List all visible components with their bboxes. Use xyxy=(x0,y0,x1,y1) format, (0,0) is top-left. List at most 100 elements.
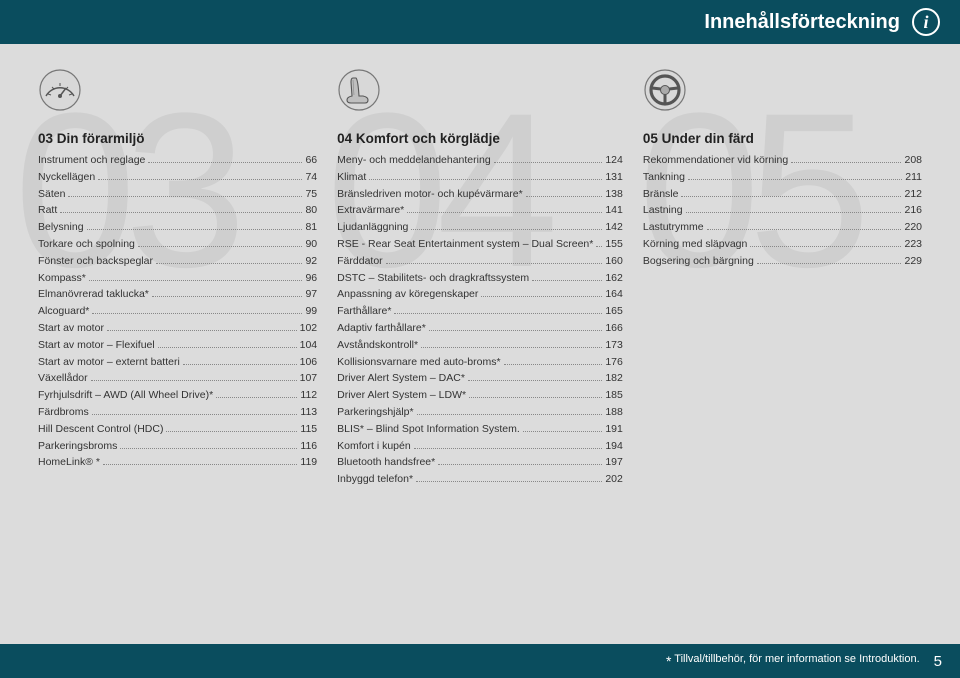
column-05: 05 Under din färd Rekommendationer vid k… xyxy=(633,68,932,634)
toc-dots xyxy=(416,481,602,482)
toc-label: Lastutrymme xyxy=(643,219,704,236)
toc-page: 173 xyxy=(605,337,623,354)
toc-label: Belysning xyxy=(38,219,84,236)
toc-dots xyxy=(138,246,303,247)
toc-dots xyxy=(91,380,297,381)
toc-dots xyxy=(120,448,297,449)
toc-dots xyxy=(103,464,297,465)
toc-label: Elmanövrerad taklucka* xyxy=(38,286,149,303)
toc-label: Tankning xyxy=(643,169,685,186)
toc-dots xyxy=(791,162,901,163)
toc-row: Parkeringshjälp* 188 xyxy=(337,404,623,421)
toc-dots xyxy=(158,347,297,348)
toc-label: Färddator xyxy=(337,253,383,270)
toc-dots xyxy=(411,229,602,230)
toc-page: 90 xyxy=(305,236,317,253)
toc-label: Parkeringshjälp* xyxy=(337,404,413,421)
toc-dots xyxy=(688,179,902,180)
toc-label: Start av motor – Flexifuel xyxy=(38,337,155,354)
toc-row: Belysning81 xyxy=(38,219,317,236)
toc-row: RSE - Rear Seat Entertainment system – D… xyxy=(337,236,623,253)
toc-label: Körning med släpvagn xyxy=(643,236,747,253)
toc-row: DSTC – Stabilitets- och dragkraftssystem… xyxy=(337,270,623,287)
page-footer: * Tillval/tillbehör, för mer information… xyxy=(0,644,960,678)
toc-row: Lastning216 xyxy=(643,202,922,219)
toc-page: 216 xyxy=(904,202,922,219)
toc-page: 115 xyxy=(300,421,317,438)
toc-row: Adaptiv farthållare* 166 xyxy=(337,320,623,337)
toc-row: Driver Alert System – DAC*182 xyxy=(337,370,623,387)
toc-dots xyxy=(469,397,602,398)
page-header: Innehållsförteckning i xyxy=(0,0,960,44)
toc-page: 116 xyxy=(300,438,317,455)
toc-label: Driver Alert System – LDW* xyxy=(337,387,466,404)
toc-page: 112 xyxy=(300,387,317,404)
toc-row: Anpassning av köregenskaper 164 xyxy=(337,286,623,303)
toc-row: Farthållare*165 xyxy=(337,303,623,320)
toc-page: 104 xyxy=(300,337,318,354)
seat-icon xyxy=(337,68,381,112)
toc-label: Kompass* xyxy=(38,270,86,287)
toc-row: Bränsle212 xyxy=(643,186,922,203)
toc-dots xyxy=(523,431,603,432)
toc-dots xyxy=(92,313,302,314)
toc-label: RSE - Rear Seat Entertainment system – D… xyxy=(337,236,593,253)
toc-row: Kollisionsvarnare med auto-broms* 176 xyxy=(337,354,623,371)
toc-page: 99 xyxy=(305,303,317,320)
toc-row: Inbyggd telefon*202 xyxy=(337,471,623,488)
toc-page: 142 xyxy=(605,219,623,236)
footer-note-text: Tillval/tillbehör, för mer information s… xyxy=(674,653,919,665)
toc-dots xyxy=(481,296,602,297)
toc-label: Ljudanläggning xyxy=(337,219,408,236)
toc-dots xyxy=(92,414,298,415)
toc-dots xyxy=(750,246,901,247)
toc-label: Växellådor xyxy=(38,370,88,387)
toc-page: 155 xyxy=(605,236,623,253)
toc-dots xyxy=(369,179,602,180)
toc-row: Kompass*96 xyxy=(38,270,317,287)
toc-page: 188 xyxy=(605,404,623,421)
toc-row: Fyrhjulsdrift – AWD (All Wheel Drive)* 11… xyxy=(38,387,317,404)
toc-page: 164 xyxy=(605,286,623,303)
toc-label: Extravärmare* xyxy=(337,202,404,219)
toc-page: 80 xyxy=(305,202,317,219)
toc-page: 176 xyxy=(605,354,623,371)
section-title-05: 05 Under din färd xyxy=(643,131,922,146)
toc-page: 131 xyxy=(605,169,623,186)
toc-dots xyxy=(386,263,603,264)
toc-label: Komfort i kupén xyxy=(337,438,411,455)
toc-row: Meny- och meddelandehantering124 xyxy=(337,152,623,169)
toc-row: Rekommendationer vid körning208 xyxy=(643,152,922,169)
toc-label: Fyrhjulsdrift – AWD (All Wheel Drive)* xyxy=(38,387,213,404)
toc-label: Start av motor – externt batteri xyxy=(38,354,180,371)
content-area: 03 Din förarmiljö Instrument och reglage… xyxy=(0,44,960,634)
toc-page: 197 xyxy=(605,454,623,471)
toc-page: 160 xyxy=(605,253,623,270)
toc-label: HomeLink® * xyxy=(38,454,100,471)
toc-row: Ljudanläggning 142 xyxy=(337,219,623,236)
toc-page: 102 xyxy=(300,320,318,337)
toc-page: 138 xyxy=(605,186,623,203)
toc-row: Start av motor102 xyxy=(38,320,317,337)
toc-label: Säten xyxy=(38,186,65,203)
toc-dots xyxy=(681,196,901,197)
toc-label: Kollisionsvarnare med auto-broms* xyxy=(337,354,500,371)
toc-row: Färdbroms113 xyxy=(38,404,317,421)
toc-row: Fönster och backspeglar92 xyxy=(38,253,317,270)
page-number: 5 xyxy=(934,653,942,670)
toc-page: 166 xyxy=(605,320,623,337)
toc-row: Torkare och spolning90 xyxy=(38,236,317,253)
toc-page: 202 xyxy=(605,471,623,488)
toc-page: 165 xyxy=(605,303,623,320)
toc-page: 223 xyxy=(904,236,922,253)
toc-dots xyxy=(504,364,603,365)
toc-row: BLIS* – Blind Spot Information System.19… xyxy=(337,421,623,438)
toc-row: Instrument och reglage66 xyxy=(38,152,317,169)
toc-label: Anpassning av köregenskaper xyxy=(337,286,478,303)
toc-label: Driver Alert System – DAC* xyxy=(337,370,465,387)
toc-label: Bluetooth handsfree* xyxy=(337,454,435,471)
toc-row: Driver Alert System – LDW*185 xyxy=(337,387,623,404)
toc-row: Färddator 160 xyxy=(337,253,623,270)
toc-label: Adaptiv farthållare* xyxy=(337,320,426,337)
toc-label: Bränsledriven motor- och kupévärmare* xyxy=(337,186,523,203)
